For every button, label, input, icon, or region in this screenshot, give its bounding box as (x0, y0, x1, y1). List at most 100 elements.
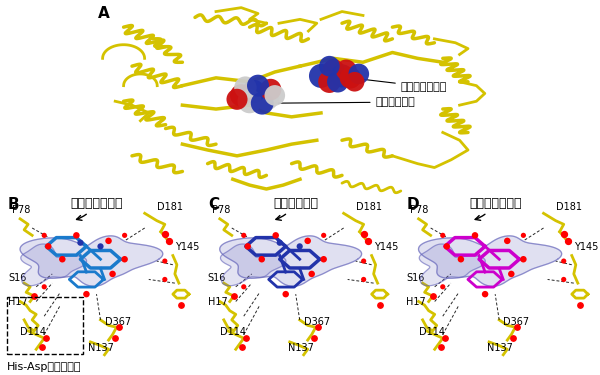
Text: デルフィニジン: デルフィニジン (353, 78, 447, 92)
Point (563, 238, 572, 244)
Point (319, 256, 328, 262)
Point (164, 238, 173, 244)
Text: ペチュニジン: ペチュニジン (273, 197, 318, 220)
Point (40, 232, 49, 238)
Text: ヌクレオチド: ヌクレオチド (274, 97, 415, 107)
Point (82, 291, 91, 297)
Point (266, 87, 275, 93)
Point (341, 67, 351, 73)
Point (319, 232, 328, 238)
Text: H17: H17 (8, 297, 28, 307)
Point (239, 232, 248, 238)
Point (76, 240, 85, 246)
Point (359, 258, 368, 264)
Point (241, 335, 251, 341)
Point (480, 291, 490, 297)
Text: P78: P78 (410, 205, 429, 215)
Point (518, 256, 528, 262)
Point (37, 344, 47, 350)
Text: S16: S16 (406, 273, 425, 283)
Point (160, 231, 170, 237)
Point (363, 238, 373, 244)
Point (40, 284, 49, 290)
Point (316, 73, 326, 79)
Point (350, 79, 359, 85)
Text: P78: P78 (212, 205, 230, 215)
Point (58, 256, 67, 262)
Point (43, 243, 53, 249)
Polygon shape (21, 244, 86, 286)
Point (243, 243, 253, 249)
Text: His-Asp触媒二残基: His-Asp触媒二残基 (7, 362, 82, 372)
Point (270, 92, 280, 98)
Text: D114: D114 (220, 327, 246, 337)
Text: S16: S16 (208, 273, 226, 283)
Text: N137: N137 (487, 343, 513, 353)
Text: N137: N137 (88, 343, 115, 353)
Point (575, 302, 584, 308)
Text: D181: D181 (157, 202, 183, 211)
Point (375, 302, 385, 308)
Point (71, 232, 81, 238)
Point (559, 276, 569, 282)
Text: Y145: Y145 (175, 242, 199, 252)
Point (512, 324, 522, 330)
Point (96, 243, 106, 249)
Point (237, 344, 247, 350)
Point (559, 231, 569, 237)
Point (104, 238, 113, 244)
Text: D114: D114 (419, 327, 445, 337)
Point (29, 293, 39, 299)
Point (329, 67, 338, 73)
Text: D367: D367 (503, 317, 529, 327)
Polygon shape (419, 244, 485, 286)
Point (236, 92, 246, 98)
Point (241, 85, 250, 91)
Point (281, 291, 290, 297)
Text: D367: D367 (304, 317, 330, 327)
Point (229, 293, 239, 299)
Text: D367: D367 (104, 317, 131, 327)
Point (232, 96, 242, 102)
Point (160, 258, 170, 264)
Point (245, 98, 254, 104)
Point (160, 276, 170, 282)
Point (120, 232, 130, 238)
Polygon shape (419, 236, 562, 286)
Point (440, 335, 449, 341)
Point (436, 344, 446, 350)
Text: N137: N137 (288, 343, 314, 353)
Point (438, 232, 448, 238)
Text: B: B (8, 197, 20, 212)
Point (325, 63, 334, 69)
Point (442, 243, 452, 249)
Polygon shape (20, 236, 163, 286)
Text: P78: P78 (12, 205, 31, 215)
Text: H17: H17 (406, 297, 426, 307)
Point (41, 335, 51, 341)
Point (337, 73, 347, 79)
Point (108, 271, 118, 277)
Text: Y145: Y145 (574, 242, 598, 252)
Point (303, 238, 313, 244)
Point (354, 71, 364, 77)
Point (295, 243, 305, 249)
Point (470, 232, 480, 238)
Point (257, 256, 266, 262)
Point (309, 335, 319, 341)
Point (359, 276, 368, 282)
Text: デルフィニジン: デルフィニジン (70, 197, 123, 220)
Point (249, 88, 259, 94)
Point (506, 271, 516, 277)
Point (333, 79, 343, 85)
Point (456, 256, 466, 262)
Text: D181: D181 (356, 202, 382, 211)
Point (239, 284, 248, 290)
Text: D114: D114 (20, 327, 46, 337)
Text: Y145: Y145 (374, 242, 398, 252)
Point (428, 293, 437, 299)
Point (325, 79, 334, 85)
Text: H17: H17 (208, 297, 227, 307)
Point (307, 271, 316, 277)
Point (253, 82, 263, 88)
